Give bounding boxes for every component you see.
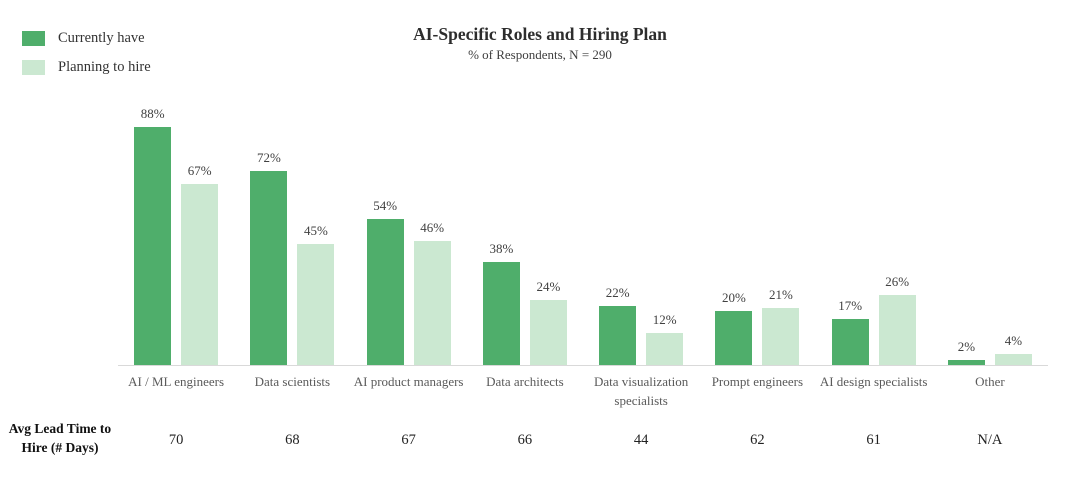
lead-time-value: 68 (285, 432, 300, 448)
bar-currently-have (715, 311, 753, 365)
bar-planning-to-hire (646, 332, 684, 365)
bar-value-label: 38% (489, 241, 514, 257)
bar-value-label: 20% (721, 290, 746, 305)
legend-label: Currently have (58, 30, 145, 46)
bar-with-label: 54% (366, 198, 404, 365)
bar-value-label: 24% (536, 279, 561, 295)
bar-with-label: 38% (482, 241, 520, 365)
legend-swatch-planning-to-hire (22, 60, 45, 75)
bar-with-label: 12% (646, 311, 684, 365)
legend-swatch-currently-have (22, 31, 45, 46)
bar-planning-to-hire (878, 294, 916, 365)
bar-with-label: 72% (250, 149, 288, 365)
legend-label: Planning to hire (58, 59, 151, 75)
category-label: Data visualization specialists (594, 374, 689, 408)
bar-with-label: 20% (715, 290, 753, 365)
legend-item-currently-have: Currently have (22, 30, 151, 47)
category-label: Data scientists (254, 374, 331, 389)
category-label: Other (975, 374, 1005, 389)
bar-value-label: 2% (957, 338, 976, 354)
bar-group: 54% 46% (351, 96, 467, 365)
bar-value-label: 45% (303, 222, 328, 238)
bar-with-label: 21% (762, 287, 800, 365)
legend: Currently have Planning to hire (22, 30, 151, 88)
lead-time-row-label: Avg Lead Time to Hire (# Days) (4, 420, 116, 458)
chart-header: AI-Specific Roles and Hiring Plan % of R… (0, 24, 1080, 63)
bar-planning-to-hire (297, 243, 335, 365)
bar-group: 20% 21% (699, 96, 815, 365)
bar-group: 38% 24% (467, 96, 583, 365)
bar-group: 72% 45% (234, 96, 350, 365)
bar-value-label: 17% (838, 298, 863, 314)
bar-group: 88% 67% (118, 96, 234, 365)
bar-with-label: 26% (878, 273, 916, 365)
lead-time-value: N/A (977, 432, 1003, 448)
bar-currently-have (947, 359, 985, 365)
chart-subtitle: % of Respondents, N = 290 (468, 47, 612, 62)
lead-time-value: 44 (633, 432, 649, 448)
lead-time-values: 70 68 67 66 44 62 61 N/A (118, 432, 1048, 449)
bar-planning-to-hire (529, 300, 567, 365)
bar-value-label: 67% (187, 163, 212, 179)
lead-time-value: 67 (401, 432, 416, 448)
bar-value-label: 26% (885, 273, 910, 289)
bar-value-label: 21% (768, 287, 793, 303)
bar-value-label: 88% (140, 106, 165, 122)
category-label: Prompt engineers (711, 374, 804, 389)
bar-with-label: 17% (831, 298, 869, 365)
bar-group: 22% 12% (583, 96, 699, 365)
bar-value-label: 22% (605, 284, 630, 300)
bar-with-label: 67% (181, 163, 219, 365)
bar-with-label: 4% (994, 333, 1032, 365)
lead-time-value: 66 (517, 432, 533, 448)
bar-planning-to-hire (181, 184, 219, 365)
bar-group: 2% 4% (932, 96, 1048, 365)
lead-time-row-label-line1: Avg Lead Time to (8, 421, 112, 436)
legend-item-planning-to-hire: Planning to hire (22, 59, 151, 76)
bar-value-label: 54% (373, 198, 398, 214)
bar-with-label: 45% (297, 222, 335, 365)
bar-currently-have (482, 262, 520, 365)
lead-time-value: 62 (750, 432, 765, 448)
bar-with-label: 2% (947, 338, 985, 365)
bar-currently-have (134, 127, 172, 365)
lead-time-value: 61 (866, 432, 881, 448)
bar-currently-have (250, 170, 288, 365)
bar-currently-have (599, 305, 637, 365)
bar-groups: 88% 67% 72% 45% 54% 46% 38% 24% 22% 12% 20% 21% 17% 2… (118, 96, 1048, 366)
bar-value-label: 12% (652, 311, 677, 327)
bar-planning-to-hire (762, 308, 800, 365)
bar-value-label: 46% (420, 219, 445, 235)
bar-planning-to-hire (994, 354, 1032, 365)
lead-time-row-label-line2: Hire (# Days) (21, 439, 99, 455)
bar-value-label: 4% (1004, 333, 1023, 349)
category-label: AI design specialists (819, 374, 928, 389)
bar-value-label: 72% (256, 149, 281, 165)
bar-currently-have (366, 219, 404, 365)
bar-with-label: 24% (529, 279, 567, 365)
bar-with-label: 88% (134, 106, 172, 365)
chart-title: AI-Specific Roles and Hiring Plan (413, 24, 667, 44)
bar-currently-have (831, 319, 869, 365)
bar-planning-to-hire (413, 240, 451, 365)
bar-with-label: 22% (599, 284, 637, 365)
category-label: Data architects (486, 374, 564, 389)
category-label: AI / ML engineers (128, 374, 225, 389)
lead-time-value: 70 (168, 432, 184, 448)
category-labels: AI / ML engineers Data scientists AI produ… (118, 373, 1048, 411)
category-label: AI product managers (353, 374, 464, 389)
bar-with-label: 46% (413, 219, 451, 365)
bar-group: 17% 26% (816, 96, 932, 365)
